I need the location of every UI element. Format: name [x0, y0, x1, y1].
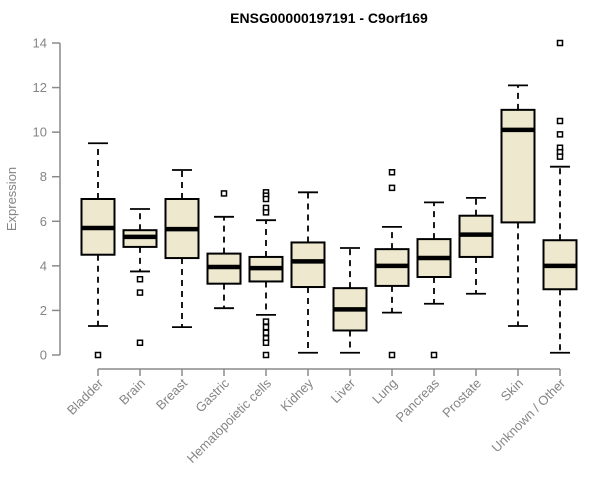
iqr-box: [290, 241, 326, 289]
y-tick-label: 14: [33, 36, 47, 51]
y-tick-label: 12: [33, 80, 47, 95]
x-tick-label-pancreas: Pancreas: [393, 375, 443, 425]
box-bladder: [80, 142, 116, 359]
outlier-point: [262, 351, 270, 359]
box-hematopoietic-cells: [248, 189, 284, 359]
y-tick-label: 10: [33, 125, 47, 140]
y-tick-label: 2: [40, 303, 47, 318]
y-tick-label: 6: [40, 214, 47, 229]
x-tick-label-skin: Skin: [498, 376, 526, 404]
x-tick-label-unknown-other: Unknown / Other: [489, 375, 569, 455]
outlier-point: [262, 195, 270, 203]
outlier-point: [262, 323, 270, 331]
box-pancreas: [416, 201, 452, 359]
y-axis-title: Expression: [4, 167, 19, 231]
outlier-point: [388, 184, 396, 192]
outlier-point: [136, 339, 144, 346]
y-tick-label: 4: [40, 258, 47, 273]
outlier-point: [136, 289, 144, 296]
box-lung: [374, 169, 410, 359]
x-tick-label-kidney: Kidney: [277, 375, 316, 414]
outlier-point: [220, 190, 228, 197]
x-tick-label-breast: Breast: [153, 375, 190, 412]
outlier-point: [430, 351, 438, 359]
x-tick-label-gastric: Gastric: [192, 375, 232, 415]
outlier-point: [262, 209, 270, 216]
chart-title: ENSG00000197191 - C9orf169: [230, 10, 428, 26]
box-unknown-other: [542, 39, 578, 354]
y-tick-label: 8: [40, 169, 47, 184]
box-brain: [122, 208, 158, 346]
x-tick-label-bladder: Bladder: [64, 375, 107, 418]
outlier-point: [262, 329, 270, 336]
box-breast: [164, 169, 200, 329]
outlier-point: [94, 351, 102, 359]
outlier-point: [388, 169, 396, 176]
outlier-point: [556, 117, 564, 125]
iqr-box: [500, 108, 536, 224]
outlier-point: [556, 131, 564, 138]
outlier-point: [262, 339, 270, 346]
outlier-point: [262, 318, 270, 325]
box-gastric: [206, 190, 242, 310]
x-tick-label-liver: Liver: [328, 375, 359, 406]
x-tick-label-brain: Brain: [116, 376, 148, 408]
outlier-point: [556, 39, 564, 47]
outlier-point: [556, 153, 564, 160]
x-tick-label-lung: Lung: [369, 376, 400, 407]
box-skin: [500, 84, 536, 327]
y-tick-label: 0: [40, 348, 47, 363]
x-tick-label-prostate: Prostate: [439, 376, 484, 421]
outlier-point: [136, 275, 144, 283]
box-prostate: [458, 196, 494, 295]
box-kidney: [290, 191, 326, 354]
outlier-point: [388, 351, 396, 359]
box-liver: [332, 247, 368, 354]
